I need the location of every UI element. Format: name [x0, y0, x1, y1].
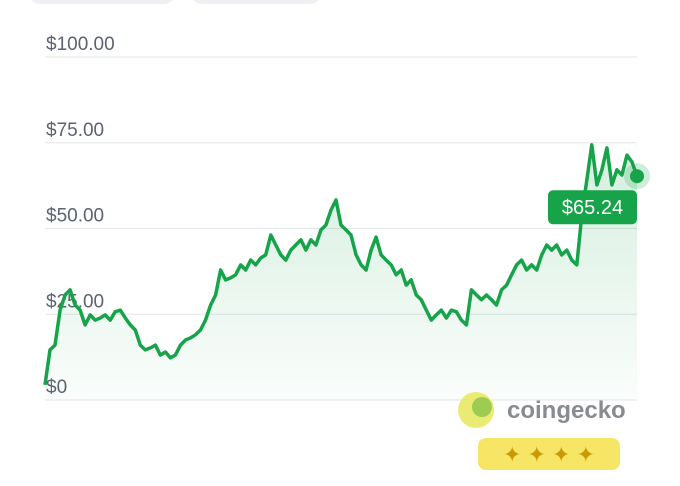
y-tick-label: $75.00 — [46, 120, 104, 141]
stars: ✦ ✦ ✦ ✦ — [503, 442, 595, 467]
watermark: coingecko ✦ ✦ ✦ ✦ — [458, 392, 626, 470]
price-tag-label: $65.24 — [562, 197, 623, 219]
plot: $65.24 — [43, 143, 650, 400]
tab-button[interactable] — [28, 0, 176, 4]
y-tick-label: $50.00 — [46, 206, 104, 227]
area — [45, 144, 637, 400]
grid: $0$25.00$50.00$75.00$100.00 — [45, 34, 637, 401]
price-line — [43, 143, 639, 386]
watermark-text: coingecko — [507, 397, 626, 424]
tab-button[interactable] — [190, 0, 322, 4]
price-tag — [548, 190, 637, 225]
last-point — [630, 169, 644, 184]
y-tick-label: $100.00 — [46, 34, 115, 55]
logo — [472, 397, 492, 417]
stars-badge — [478, 438, 620, 470]
